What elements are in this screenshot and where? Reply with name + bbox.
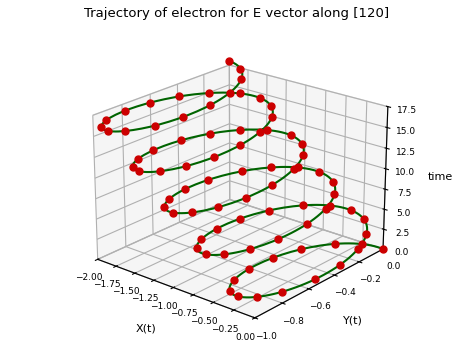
X-axis label: X(t): X(t) [136,324,157,334]
Title: Trajectory of electron for E vector along [120]: Trajectory of electron for E vector alon… [84,7,390,20]
Y-axis label: Y(t): Y(t) [343,316,363,326]
